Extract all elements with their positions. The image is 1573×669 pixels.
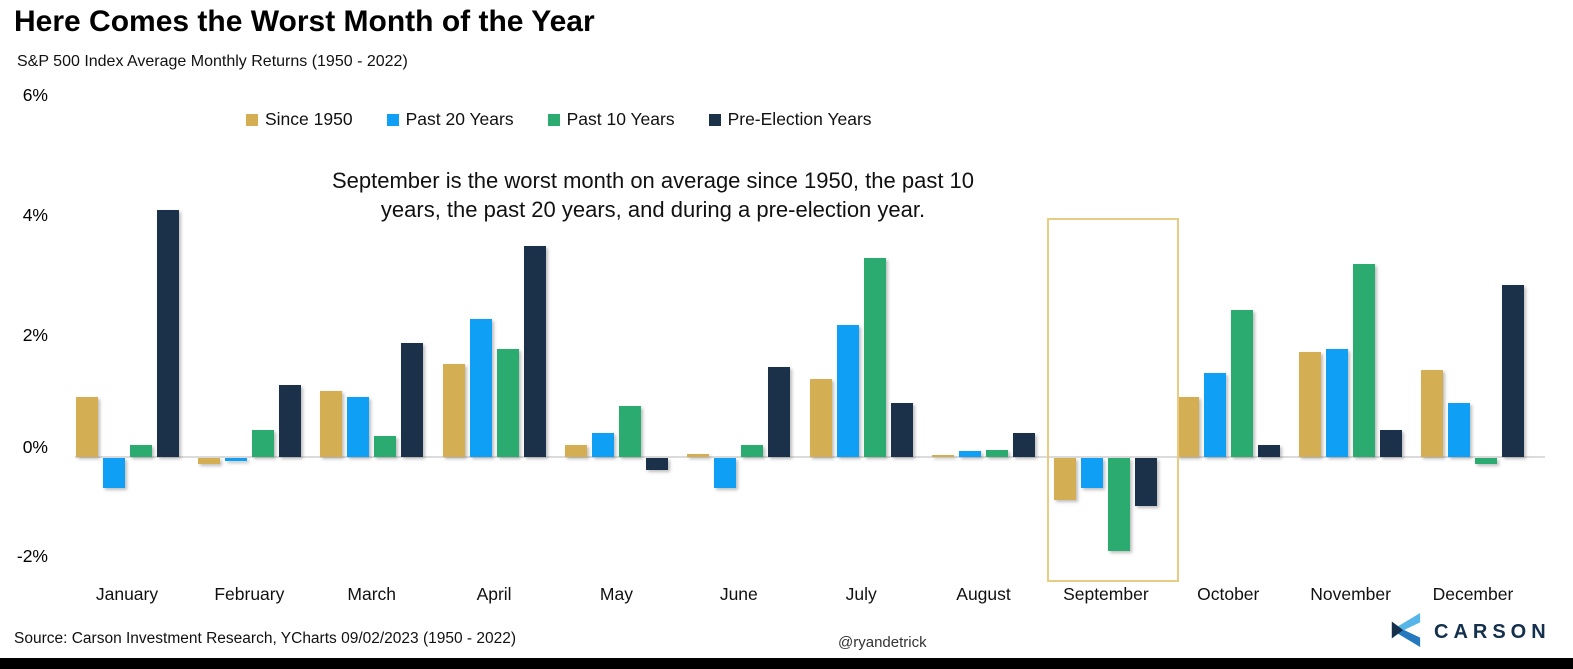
carson-chevron-icon [1388,611,1422,654]
bar-february-since-1950 [197,458,220,465]
chart-annotation: September is the worst month on average … [268,166,1038,224]
legend-item-pre-election-years: Pre-Election Years [708,109,872,130]
legend-label: Past 10 Years [566,109,675,129]
bar-october-pre-election-years [1257,444,1280,457]
bar-december-since-1950 [1421,369,1444,457]
bar-august-past-10-years [986,449,1009,457]
bar-april-past-20-years [469,318,492,457]
legend-swatch-icon [246,113,258,126]
chart-subtitle: S&P 500 Index Average Monthly Returns (1… [17,53,408,70]
x-axis-label-july: July [845,584,877,604]
bar-may-past-20-years [591,432,614,457]
bar-july-since-1950 [809,378,832,457]
bar-october-past-20-years [1203,372,1226,457]
legend-swatch-icon [386,113,399,126]
bar-november-since-1950 [1299,351,1322,457]
bar-september-pre-election-years [1135,458,1158,507]
x-axis-label-june: June [719,584,758,604]
annotation-line-2: years, the past 20 years, and during a p… [380,197,926,222]
x-axis-label-january: January [95,584,159,604]
carson-wordmark: CARSON [1434,621,1551,643]
bar-august-pre-election-years [1013,432,1036,457]
x-axis-label-december: December [1432,584,1514,604]
bar-october-since-1950 [1176,396,1199,457]
bar-june-past-10-years [741,444,764,457]
bar-january-past-10-years [129,444,152,457]
legend-item-past-20-years: Past 20 Years [386,109,514,130]
x-axis-label-october: October [1197,584,1260,604]
bar-september-since-1950 [1054,458,1077,501]
bar-february-past-10-years [251,429,274,457]
bar-march-since-1950 [320,390,343,457]
bar-march-past-20-years [347,396,370,457]
bar-august-since-1950 [932,455,955,457]
bar-november-past-10-years [1353,264,1376,457]
y-axis-label-2pct: 2% [22,325,48,345]
x-axis-label-august: August [956,584,1011,604]
bar-february-past-20-years [224,458,247,461]
bar-may-past-10-years [618,405,641,457]
x-axis-label-may: May [599,584,633,604]
zero-baseline [75,456,1545,458]
bar-december-past-20-years [1448,402,1471,457]
bar-september-past-10-years [1108,458,1131,552]
bar-march-past-10-years [374,435,397,457]
bar-january-since-1950 [75,396,98,457]
september-highlight-box [1047,218,1179,582]
legend: Since 1950 Past 20 Years Past 10 Years Pre-… [246,109,872,130]
bottom-black-bar [0,658,1573,669]
x-axis-label-april: April [476,584,512,604]
bar-august-past-20-years [959,450,982,457]
bar-april-since-1950 [442,363,465,457]
bar-october-past-10-years [1230,309,1253,457]
x-axis-label-march: March [347,584,397,604]
bar-may-pre-election-years [645,458,668,471]
bar-november-pre-election-years [1380,429,1403,457]
source-note: Source: Carson Investment Research, YCha… [14,630,517,647]
bar-november-past-20-years [1326,348,1349,457]
twitter-handle: @ryandetrick [838,634,927,651]
legend-swatch-icon [547,113,560,126]
legend-label: Pre-Election Years [727,109,872,129]
legend-label: Since 1950 [265,109,353,129]
x-axis-label-november: November [1310,584,1391,604]
bar-july-past-10-years [863,258,886,457]
bar-january-past-20-years [102,458,125,489]
bar-february-pre-election-years [278,384,301,457]
bar-june-since-1950 [687,453,710,457]
bar-july-past-20-years [836,324,859,457]
bar-june-pre-election-years [768,366,791,457]
bar-june-past-20-years [714,458,737,489]
bar-december-past-10-years [1475,458,1498,465]
y-axis-label-6pct: 6% [22,85,48,105]
bar-march-pre-election-years [401,342,424,457]
y-axis-label-0pct: 0% [22,437,48,457]
bar-september-past-20-years [1081,458,1104,489]
y-axis-label-4pct: 4% [22,205,48,225]
carson-brand: CARSON [1388,611,1551,654]
page-title: Here Comes the Worst Month of the Year [14,5,595,38]
y-axis-label-neg2pct: -2% [16,546,48,566]
legend-item-since-1950: Since 1950 [246,109,353,130]
x-axis-label-september: September [1063,584,1149,604]
plot-area [75,96,1545,578]
legend-swatch-icon [708,113,721,126]
x-axis-label-february: February [214,584,285,604]
bar-july-pre-election-years [890,402,913,457]
legend-item-past-10-years: Past 10 Years [547,109,675,130]
bar-january-pre-election-years [156,210,179,457]
bar-april-past-10-years [496,348,519,457]
bar-may-since-1950 [564,444,587,457]
bar-december-pre-election-years [1502,285,1525,457]
bar-april-pre-election-years [523,246,546,457]
annotation-line-1: September is the worst month on average … [331,168,975,193]
legend-label: Past 20 Years [405,109,514,129]
